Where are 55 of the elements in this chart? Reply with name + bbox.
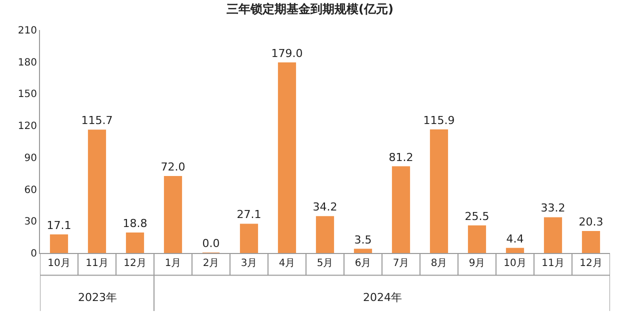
- bar: [50, 234, 68, 253]
- x-tick-label: 2月: [202, 258, 220, 269]
- x-tick-label: 6月: [354, 258, 372, 269]
- x-tick-label: 8月: [430, 258, 448, 269]
- data-label: 0.0: [202, 237, 220, 250]
- y-tick-label: 30: [24, 216, 37, 228]
- x-tick-label: 12月: [580, 258, 602, 269]
- bar: [354, 248, 372, 253]
- data-label: 18.8: [122, 217, 148, 230]
- x-tick-label: 10月: [504, 258, 526, 269]
- data-label: 4.4: [506, 232, 524, 246]
- data-label: 72.0: [160, 160, 186, 174]
- bar: [582, 230, 600, 253]
- x-tick-label: 5月: [316, 258, 334, 269]
- data-label: 25.5: [464, 210, 490, 223]
- y-tick-label: 210: [18, 26, 37, 36]
- y-tick-label: 60: [24, 184, 37, 196]
- bar: [430, 129, 448, 253]
- data-label: 27.1: [236, 208, 262, 222]
- x-tick-label: 4月: [278, 258, 296, 269]
- bar: [544, 217, 562, 253]
- bar: [506, 248, 524, 253]
- data-label: 115.9: [423, 114, 455, 127]
- bar: [468, 225, 486, 253]
- bar: [88, 130, 106, 253]
- x-tick-label: 7月: [392, 258, 410, 269]
- x-tick-label: 10月: [48, 258, 70, 269]
- data-label: 3.5: [354, 233, 372, 246]
- x-tick-label: 11月: [542, 258, 564, 269]
- y-tick-label: 90: [24, 152, 37, 164]
- data-label: 20.3: [578, 215, 604, 228]
- data-label: 179.0: [271, 46, 303, 60]
- y-tick-label: 0: [30, 248, 37, 260]
- y-tick-label: 150: [18, 89, 37, 100]
- text: 2024年: [363, 291, 402, 304]
- x-tick-label: 12月: [124, 258, 146, 269]
- bar: [126, 232, 144, 253]
- x-tick-label: 11月: [86, 258, 108, 269]
- data-label: 115.7: [81, 114, 113, 128]
- y-tick-label: 120: [18, 121, 37, 132]
- x-tick-label: 9月: [468, 258, 486, 269]
- x-tick-label: 3月: [240, 258, 258, 269]
- data-label: 34.2: [312, 200, 338, 214]
- bar: [240, 224, 258, 253]
- text: 2023年: [78, 291, 117, 304]
- bar: [278, 62, 296, 253]
- y-tick-label: 180: [18, 57, 37, 68]
- bar: [164, 176, 182, 253]
- x-tick-label: 1月: [164, 258, 182, 269]
- bar: [392, 166, 410, 253]
- chart-title: 三年锁定期基金到期规模(亿元): [226, 2, 394, 16]
- data-label: 33.2: [540, 202, 566, 215]
- data-label: 81.2: [388, 150, 414, 164]
- bar: [316, 216, 334, 253]
- data-label: 17.1: [46, 218, 72, 232]
